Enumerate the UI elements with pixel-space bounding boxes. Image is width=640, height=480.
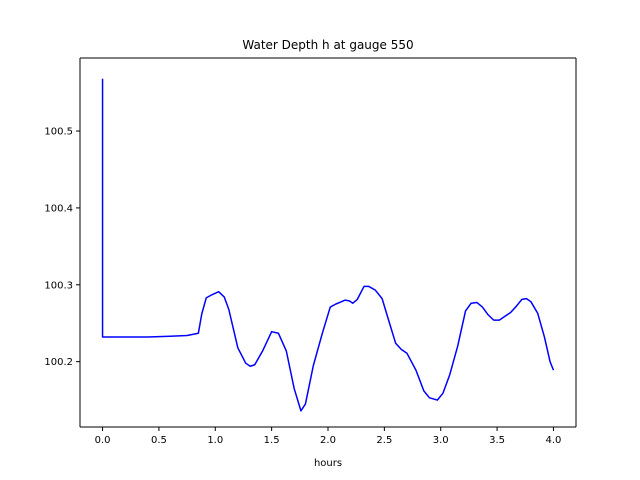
x-tick-label: 4.0 [546, 435, 562, 446]
y-tick-label: 100.5 [44, 127, 73, 138]
x-tick-label: 1.0 [207, 435, 223, 446]
x-tick-label: 0.0 [95, 435, 111, 446]
x-tick-label: 3.0 [433, 435, 449, 446]
x-tick-label: 1.5 [264, 435, 280, 446]
chart-title: Water Depth h at gauge 550 [242, 38, 413, 52]
x-tick-label: 2.5 [376, 435, 392, 446]
x-tick-label: 2.0 [320, 435, 336, 446]
series-line-0 [101, 78, 555, 412]
y-tick-label: 100.3 [44, 280, 73, 291]
series-layer [101, 78, 555, 412]
y-tick-label: 100.2 [44, 357, 73, 368]
y-axis-ticks: 100.2 100.3 100.4 100.5 [44, 127, 80, 368]
x-tick-label: 0.5 [151, 435, 167, 446]
x-axis-label: hours [314, 458, 342, 469]
plot-area [80, 58, 576, 427]
x-axis-ticks: 0.0 0.5 1.0 1.5 2.0 2.5 3.0 3.5 4.0 [95, 427, 562, 446]
y-tick-label: 100.4 [44, 203, 73, 214]
x-tick-label: 3.5 [489, 435, 505, 446]
